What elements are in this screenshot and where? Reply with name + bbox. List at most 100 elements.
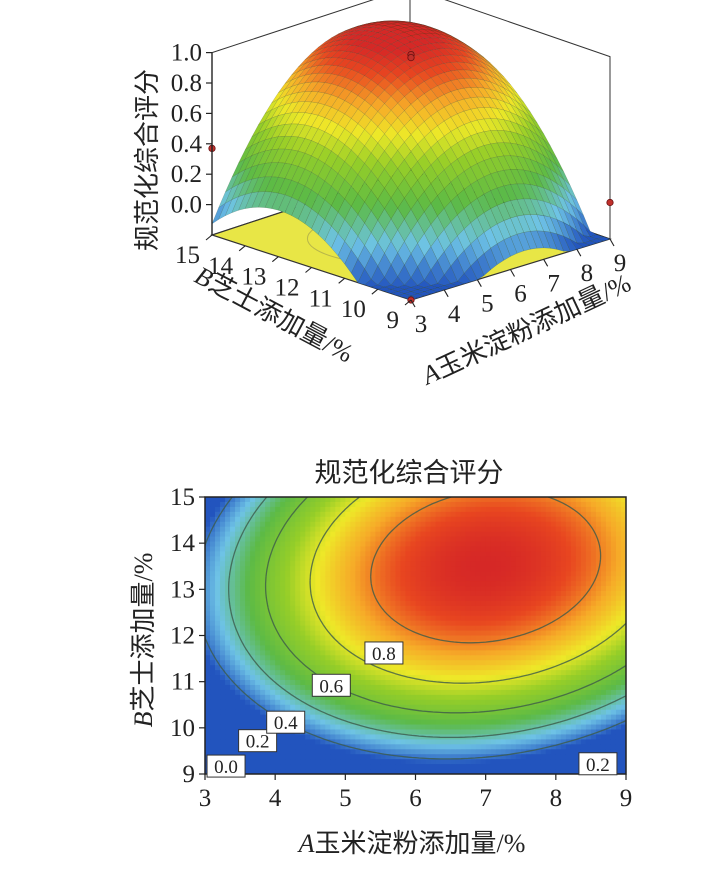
heatmap-cell xyxy=(210,729,216,736)
heatmap-cell xyxy=(215,600,221,607)
heatmap-cell xyxy=(385,605,392,612)
heatmap-cell xyxy=(395,581,402,587)
heatmap-cell xyxy=(285,511,291,518)
heatmap-cell xyxy=(420,615,427,622)
surface-patch xyxy=(271,89,286,103)
heatmap-cell xyxy=(400,551,407,557)
heatmap-cell xyxy=(360,556,366,562)
heatmap-cell xyxy=(535,586,542,592)
heatmap-cell xyxy=(540,650,547,656)
heatmap-cell xyxy=(205,665,211,671)
heatmap-cell xyxy=(385,719,392,726)
heatmap-cell xyxy=(265,526,271,533)
heatmap-cell xyxy=(535,566,542,572)
heatmap-cell xyxy=(420,675,427,681)
surface-patch xyxy=(424,147,438,166)
heatmap-cell xyxy=(450,541,457,548)
heatmap-cell xyxy=(435,610,442,617)
heatmap-cell xyxy=(350,714,356,721)
heatmap-cell xyxy=(325,561,331,567)
heatmap-cell xyxy=(435,739,442,745)
heatmap-cell xyxy=(390,714,397,721)
heatmap-cell xyxy=(465,759,472,765)
surface-patch xyxy=(298,61,312,72)
surface-patch xyxy=(510,233,525,254)
heatmap-cell xyxy=(465,625,472,632)
heatmap-cell xyxy=(335,739,341,745)
heatmap-cell xyxy=(265,769,271,774)
heatmap-cell xyxy=(395,600,402,607)
heatmap-cell xyxy=(350,516,356,523)
heatmap-cell xyxy=(275,511,281,518)
heatmap-cell xyxy=(495,620,502,627)
heatmap-cell xyxy=(555,531,562,538)
heatmap-cell xyxy=(220,501,226,508)
heatmap-cell xyxy=(245,541,251,548)
heatmap-cell xyxy=(240,561,246,567)
heatmap-cell xyxy=(480,590,487,597)
heatmap-cell xyxy=(330,625,336,632)
heatmap-cell xyxy=(315,714,321,721)
heatmap-cell xyxy=(385,739,392,745)
heatmap-cell xyxy=(365,739,371,745)
heatmap-cell xyxy=(440,610,447,617)
surface-patch xyxy=(476,107,491,120)
heatmap-cell xyxy=(215,561,221,567)
heatmap-cell xyxy=(405,566,412,572)
heatmap-cell xyxy=(240,714,246,721)
heatmap-cell xyxy=(560,610,567,617)
heatmap-cell xyxy=(275,759,281,765)
heatmap-cell xyxy=(375,689,382,696)
heatmap-cell xyxy=(345,605,351,612)
heatmap-cell xyxy=(450,645,457,651)
heatmap-cell xyxy=(425,581,432,587)
heatmap-cell xyxy=(425,595,432,602)
heatmap-cell xyxy=(490,516,497,523)
heatmap-cell xyxy=(550,749,557,755)
heatmap-cell xyxy=(250,571,256,577)
heatmap-cell xyxy=(390,724,397,731)
heatmap-cell xyxy=(485,546,492,553)
heatmap-cell xyxy=(470,526,477,533)
heatmap-cell xyxy=(560,630,567,637)
heatmap-cell xyxy=(440,660,447,666)
heatmap-cell xyxy=(555,744,562,750)
heatmap-cell xyxy=(280,531,286,538)
heatmap-cell xyxy=(425,665,432,671)
heatmap-cell xyxy=(445,571,452,577)
heatmap-cell xyxy=(470,586,477,592)
heatmap-cell xyxy=(370,625,376,632)
heatmap-cell xyxy=(560,640,567,646)
heatmap-cell xyxy=(295,764,301,770)
heatmap-cell xyxy=(540,684,547,691)
heatmap-cell xyxy=(300,650,306,656)
heatmap-cell xyxy=(410,546,417,553)
heatmap-cell xyxy=(310,511,316,518)
heatmap-cell xyxy=(325,635,331,642)
heatmap-cell xyxy=(270,531,276,538)
heatmap-cell xyxy=(500,689,507,696)
heatmap-cell xyxy=(215,605,221,612)
heatmap-cell xyxy=(335,704,341,711)
heatmap-cell xyxy=(265,655,271,661)
heatmap-cell xyxy=(360,566,366,572)
heatmap-cell xyxy=(270,640,276,646)
heatmap-cell xyxy=(505,759,512,765)
heatmap-cell xyxy=(255,694,261,701)
heatmap-cell xyxy=(205,670,211,676)
heatmap-cell xyxy=(510,576,517,582)
heatmap-cell xyxy=(210,689,216,696)
surface-patch xyxy=(364,279,379,288)
heatmap-cell xyxy=(245,655,251,661)
heatmap-cell xyxy=(205,551,211,557)
heatmap-cell xyxy=(255,625,261,632)
heatmap-cell xyxy=(560,536,567,543)
heatmap-cell xyxy=(210,506,216,513)
heatmap-cell xyxy=(255,640,261,646)
heatmap-cell xyxy=(385,610,392,617)
heatmap-cell xyxy=(525,620,532,627)
heatmap-cell xyxy=(250,586,256,592)
heatmap-cell xyxy=(495,581,502,587)
heatmap-cell xyxy=(525,625,532,632)
heatmap-cell xyxy=(205,605,211,612)
